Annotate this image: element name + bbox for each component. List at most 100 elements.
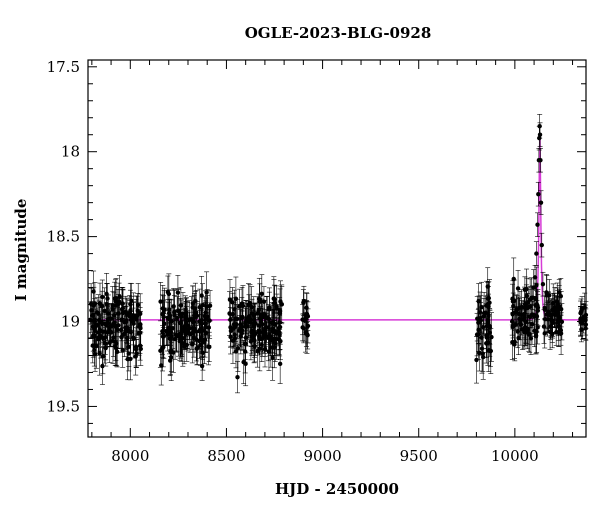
data-point [303, 319, 309, 348]
data-point [129, 296, 135, 342]
point-marker [228, 334, 233, 340]
point-marker [537, 124, 542, 129]
point-marker [231, 326, 236, 331]
data-point [119, 287, 125, 332]
point-marker [168, 337, 173, 342]
point-marker [204, 290, 209, 295]
point-marker [279, 302, 284, 307]
data-point [528, 321, 534, 355]
point-marker [485, 340, 491, 346]
point-marker [509, 319, 515, 324]
point-marker [243, 321, 248, 326]
point-marker [539, 242, 544, 248]
data-point [96, 300, 102, 340]
data-point [97, 282, 103, 325]
point-marker [300, 325, 305, 330]
data-point [270, 303, 276, 342]
data-point [100, 338, 106, 375]
point-marker [97, 317, 102, 323]
point-marker [235, 374, 240, 380]
point-marker [194, 310, 199, 315]
point-marker [538, 200, 544, 205]
data-point [485, 267, 491, 306]
point-marker [544, 312, 550, 317]
point-marker [487, 330, 492, 335]
point-marker [113, 298, 118, 304]
point-marker [259, 342, 264, 347]
data-point [523, 284, 529, 324]
data-point [197, 288, 203, 326]
point-marker [540, 281, 546, 287]
point-marker [301, 318, 307, 323]
data-point [104, 283, 110, 314]
point-marker [235, 346, 241, 351]
point-marker [107, 340, 112, 345]
point-marker [92, 347, 97, 353]
point-marker [126, 344, 131, 350]
x-tick-label: 9500 [400, 447, 438, 465]
point-marker [534, 251, 539, 256]
point-marker [523, 329, 528, 334]
point-marker [129, 316, 134, 321]
data-point [121, 305, 127, 339]
data-point [193, 290, 199, 336]
point-marker [533, 303, 539, 308]
data-point [229, 287, 235, 318]
data-point [158, 345, 164, 386]
point-marker [512, 342, 517, 347]
data-point [272, 324, 278, 362]
data-point [259, 327, 265, 363]
point-marker [268, 338, 274, 343]
data-point [251, 303, 257, 350]
point-marker [93, 324, 98, 329]
data-point [479, 319, 485, 356]
point-marker [205, 304, 210, 309]
data-point [535, 212, 541, 237]
point-marker [180, 341, 185, 346]
point-marker [116, 311, 121, 316]
y-tick-label: 19.5 [47, 397, 80, 415]
x-tick-label: 9000 [303, 447, 341, 465]
data-point [580, 307, 586, 340]
data-point [473, 336, 479, 384]
data-point [523, 317, 529, 346]
data-point [248, 322, 254, 361]
data-point [174, 296, 180, 340]
axis-ticks-group: 8000 8500 9000 9500 10000 17.5 18 18.5 19 19.5 [47, 58, 586, 465]
point-marker [277, 361, 283, 367]
data-point [544, 296, 550, 333]
point-marker [249, 304, 254, 310]
point-marker [488, 348, 493, 354]
point-marker [537, 132, 543, 137]
data-point [204, 289, 210, 325]
point-marker [113, 303, 119, 308]
data-point [577, 306, 583, 332]
point-marker [187, 317, 192, 323]
point-marker [170, 326, 176, 331]
point-marker [113, 345, 119, 351]
data-point [300, 313, 306, 342]
point-marker [272, 300, 277, 306]
point-marker [481, 354, 486, 360]
point-marker [553, 312, 558, 318]
data-point [519, 289, 525, 325]
data-point [539, 232, 545, 258]
point-marker [541, 324, 547, 329]
point-marker [203, 330, 209, 336]
data-point [487, 308, 493, 357]
point-marker [193, 298, 198, 304]
point-marker [232, 332, 237, 337]
data-point [107, 322, 113, 363]
point-marker [519, 304, 524, 310]
point-marker [304, 330, 309, 336]
data-point [480, 334, 486, 380]
data-point [271, 326, 277, 369]
point-marker [516, 335, 521, 341]
data-point [127, 337, 133, 381]
data-point [168, 322, 174, 357]
data-point [194, 330, 200, 365]
x-tick-label: 8500 [207, 447, 245, 465]
data-point [105, 318, 111, 347]
point-marker [136, 302, 141, 308]
point-marker [521, 317, 527, 323]
